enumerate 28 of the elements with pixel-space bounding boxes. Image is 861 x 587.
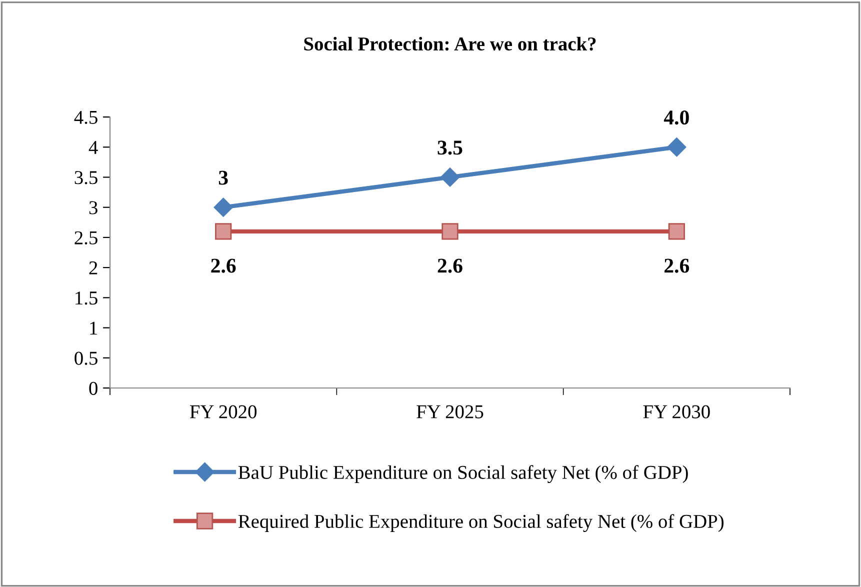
point [215, 223, 232, 240]
y-tick-label: 2.5 [74, 231, 98, 244]
data-label: 2.6 [211, 258, 236, 273]
point [668, 223, 685, 240]
legend-label: BaU Public Expenditure on Social safety Net (% of GDP) [238, 465, 688, 484]
y-tick-label: 1 [90, 322, 98, 335]
chart-title: Social Protection: Are we on track? [304, 36, 596, 51]
y-tick-label: 0.5 [74, 352, 98, 365]
y-tick-label: 3 [89, 201, 98, 214]
x-tick-label: FY 2025 [416, 405, 484, 418]
data-label: 2.6 [438, 258, 462, 273]
legend-label: Required Public Expenditure on Social safety Net (% of GDP) [238, 514, 724, 532]
data-label: 4.0 [664, 110, 689, 125]
data-label: 3 [218, 170, 228, 185]
y-tick-label: 1.5 [76, 292, 98, 305]
point [214, 198, 233, 217]
y-tick-label: 4.5 [74, 110, 98, 124]
data-label: 2.6 [664, 258, 690, 273]
point [667, 138, 686, 157]
y-tick-label: 0 [89, 382, 98, 395]
x-tick-label: FY 2020 [190, 405, 257, 418]
y-tick-label: 3.5 [74, 171, 98, 184]
y-tick-label: 2 [89, 261, 98, 274]
x-tick-label: FY 2030 [643, 405, 710, 418]
point [442, 223, 458, 240]
point [440, 168, 460, 187]
data-label: 3.5 [438, 140, 462, 155]
y-tick-label: 4 [88, 141, 98, 154]
